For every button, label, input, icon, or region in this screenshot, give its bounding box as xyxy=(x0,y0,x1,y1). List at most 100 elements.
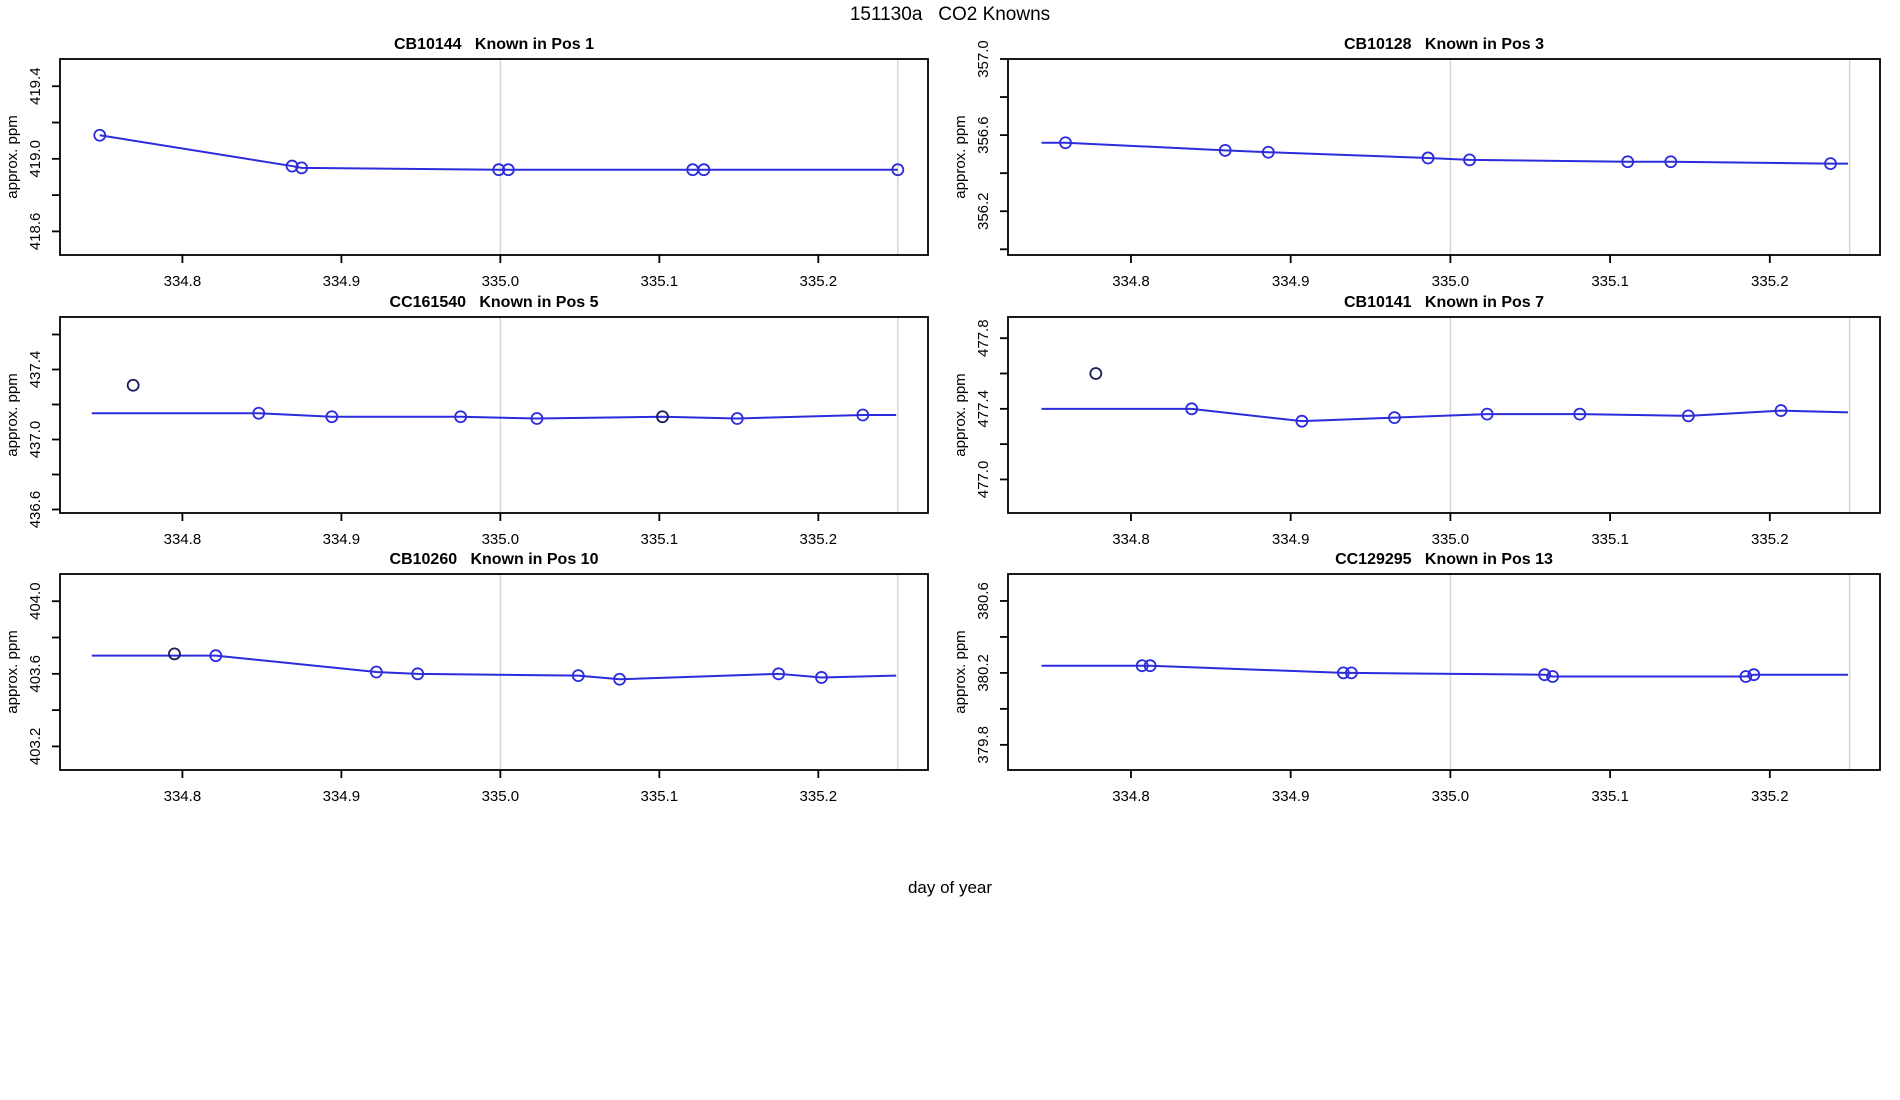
x-tick-label: 334.9 xyxy=(323,531,361,548)
y-axis-label: approx. ppm xyxy=(4,373,21,456)
subplot-title: CB10144 Known in Pos 1 xyxy=(394,36,594,53)
subplot-CB10141: 334.8 334.9 335.0 335.1 335.2 477.0 477.4 477.8… xyxy=(952,294,1881,548)
data-point-dark xyxy=(1089,367,1103,380)
data-point xyxy=(730,412,744,425)
y-tick-label: 380.2 xyxy=(975,654,992,692)
x-tick-label: 335.1 xyxy=(1591,788,1629,805)
data-point xyxy=(1421,151,1435,165)
data-point xyxy=(1480,407,1494,421)
data-point xyxy=(252,406,266,420)
data-point-dark xyxy=(656,410,669,424)
data-point xyxy=(1681,409,1695,423)
data-point xyxy=(1344,666,1358,680)
data-point xyxy=(697,163,711,177)
data-point xyxy=(411,667,425,681)
x-tick-label: 335.0 xyxy=(482,531,520,548)
data-point xyxy=(1774,404,1788,417)
x-tick-label: 335.1 xyxy=(641,788,679,805)
subplot-CB10260: 334.8 334.9 335.0 335.1 335.2 403.2 403.6 404.0… xyxy=(4,551,929,805)
data-point xyxy=(1664,155,1678,169)
x-tick-label: 335.1 xyxy=(641,531,679,548)
data-line xyxy=(1041,141,1849,165)
data-point xyxy=(1546,670,1560,683)
y-axis-label: approx. ppm xyxy=(952,115,969,198)
subplot-title: CB10260 Known in Pos 10 xyxy=(390,551,599,568)
y-tick-label: 380.6 xyxy=(975,582,992,620)
plot-border xyxy=(1007,316,1881,514)
x-tick-label: 335.0 xyxy=(1432,788,1470,805)
subplot-title: CC129295 Known in Pos 13 xyxy=(1335,551,1553,568)
x-tick-label: 334.9 xyxy=(1272,531,1310,548)
data-point xyxy=(772,667,785,681)
data-point xyxy=(1388,411,1401,425)
y-tick-label: 403.6 xyxy=(27,655,44,693)
data-point xyxy=(1261,145,1275,159)
data-point xyxy=(285,159,299,173)
x-tick-label: 334.8 xyxy=(1112,273,1150,290)
x-tick-label: 335.0 xyxy=(1432,531,1470,548)
x-tick-label: 335.2 xyxy=(800,788,838,805)
y-tick-label: 356.6 xyxy=(975,116,992,154)
data-point xyxy=(93,128,107,142)
y-tick-label: 477.8 xyxy=(975,319,992,357)
data-point xyxy=(369,665,383,679)
subplot-title: CB10128 Known in Pos 3 xyxy=(1344,36,1544,53)
x-tick-label: 335.1 xyxy=(1591,531,1629,548)
figure-main-title: 151130a CO2 Knowns xyxy=(849,4,1051,25)
x-tick-label: 335.2 xyxy=(800,531,838,548)
x-tick-label: 334.8 xyxy=(1112,531,1150,548)
y-tick-label: 477.4 xyxy=(975,390,992,428)
data-point xyxy=(530,412,544,425)
x-tick-label: 334.9 xyxy=(1272,788,1310,805)
data-point xyxy=(492,163,506,177)
data-point xyxy=(1824,157,1837,171)
data-point xyxy=(856,408,870,422)
data-point-dark xyxy=(126,378,140,392)
data-point xyxy=(1747,668,1761,682)
data-point xyxy=(1059,136,1072,150)
y-axis-label: approx. ppm xyxy=(4,115,21,198)
x-tick-label: 334.9 xyxy=(323,788,361,805)
data-line xyxy=(1041,407,1849,423)
data-point xyxy=(815,671,828,684)
x-tick-label: 335.1 xyxy=(1591,273,1629,290)
subplot-title: CB10141 Known in Pos 7 xyxy=(1344,294,1544,311)
data-point xyxy=(1218,143,1232,157)
y-tick-label: 357.0 xyxy=(975,40,992,78)
y-tick-label: 436.6 xyxy=(27,491,44,529)
x-tick-label: 335.2 xyxy=(1751,531,1789,548)
data-point xyxy=(454,410,468,424)
y-axis-label: approx. ppm xyxy=(4,630,21,713)
data-point xyxy=(1739,670,1753,683)
y-tick-label: 379.8 xyxy=(975,726,992,764)
x-tick-label: 334.9 xyxy=(1272,273,1310,290)
y-tick-label: 419.0 xyxy=(27,140,44,178)
x-tick-label: 334.8 xyxy=(164,531,202,548)
subplot-CB10144: 334.8 334.9 335.0 335.1 335.2 418.6 419.0 419.4… xyxy=(4,36,929,290)
data-point xyxy=(1295,414,1309,428)
y-tick-label: 437.0 xyxy=(27,421,44,459)
plot-border xyxy=(1007,58,1881,256)
data-point xyxy=(891,163,905,177)
data-line xyxy=(91,654,897,681)
y-tick-label: 418.6 xyxy=(27,213,44,251)
shared-x-axis-label: day of year xyxy=(907,878,993,897)
x-tick-label: 334.9 xyxy=(323,273,361,290)
y-tick-label: 356.2 xyxy=(975,192,992,230)
x-tick-label: 335.0 xyxy=(482,273,520,290)
data-point xyxy=(295,161,309,175)
y-tick-label: 403.2 xyxy=(27,728,44,766)
plot-border xyxy=(59,573,929,771)
data-point xyxy=(501,163,515,177)
data-point-dark xyxy=(168,647,181,661)
y-tick-label: 419.4 xyxy=(27,67,44,105)
x-tick-label: 335.2 xyxy=(800,273,838,290)
x-tick-label: 334.8 xyxy=(164,788,202,805)
plot-border xyxy=(59,58,929,256)
x-tick-label: 334.8 xyxy=(164,273,202,290)
data-point xyxy=(1135,659,1149,673)
subplot-CB10128: 334.8 334.9 335.0 335.1 335.2 356.2 356.6 357.0… xyxy=(952,36,1881,290)
x-tick-label: 335.0 xyxy=(482,788,520,805)
